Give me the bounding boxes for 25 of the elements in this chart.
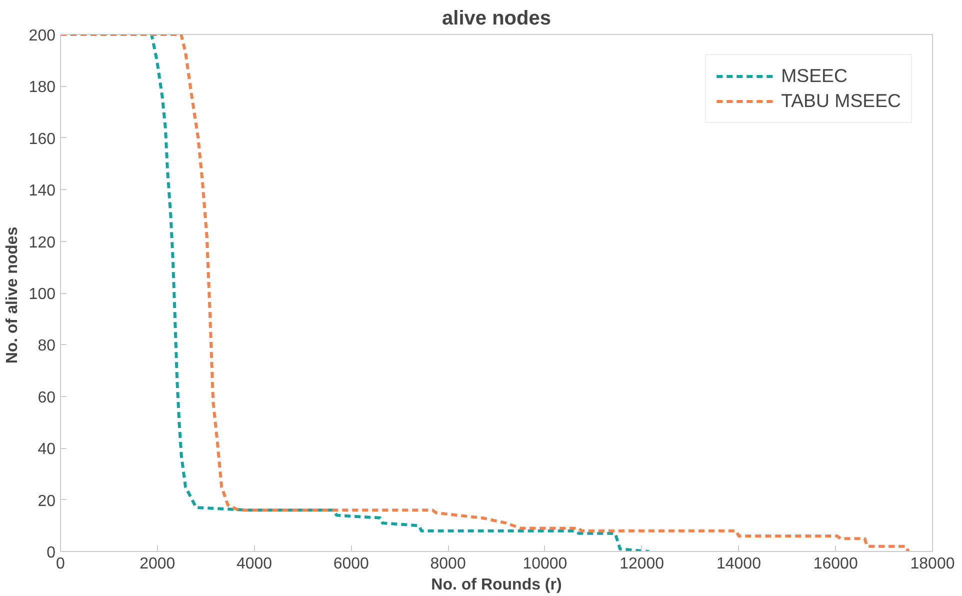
y-tick-label: 160 bbox=[28, 130, 56, 148]
x-tick-label: 6000 bbox=[333, 556, 370, 572]
y-tick-label: 0 bbox=[46, 544, 56, 562]
y-tick-label: 140 bbox=[28, 182, 56, 200]
legend-label: TABU MSEEC bbox=[781, 90, 901, 112]
y-axis-title: No. of alive nodes bbox=[4, 226, 21, 364]
y-tick-label: 100 bbox=[28, 286, 56, 303]
x-tick-label: 2000 bbox=[140, 556, 176, 572]
chart-title: alive nodes bbox=[442, 8, 551, 30]
y-tick-label: 120 bbox=[28, 234, 56, 252]
x-tick-label: 18000 bbox=[910, 556, 955, 572]
x-tick-label: 12000 bbox=[620, 556, 664, 572]
x-tick-label: 14000 bbox=[716, 556, 762, 572]
y-tick-label: 180 bbox=[28, 79, 56, 96]
y-tick-label: 60 bbox=[38, 389, 56, 406]
legend-label: MSEEC bbox=[781, 65, 848, 87]
y-tick-label: 20 bbox=[38, 492, 56, 510]
y-tick-label: 200 bbox=[28, 28, 56, 44]
x-tick-label: 4000 bbox=[236, 556, 272, 572]
y-tick-label: 80 bbox=[38, 338, 56, 355]
x-axis-title: No. of Rounds (r) bbox=[431, 576, 562, 594]
x-tick-label: 10000 bbox=[522, 556, 568, 572]
x-tick-label: 16000 bbox=[813, 556, 858, 572]
y-tick-label: 40 bbox=[38, 441, 56, 458]
x-tick-label: 8000 bbox=[430, 556, 466, 572]
